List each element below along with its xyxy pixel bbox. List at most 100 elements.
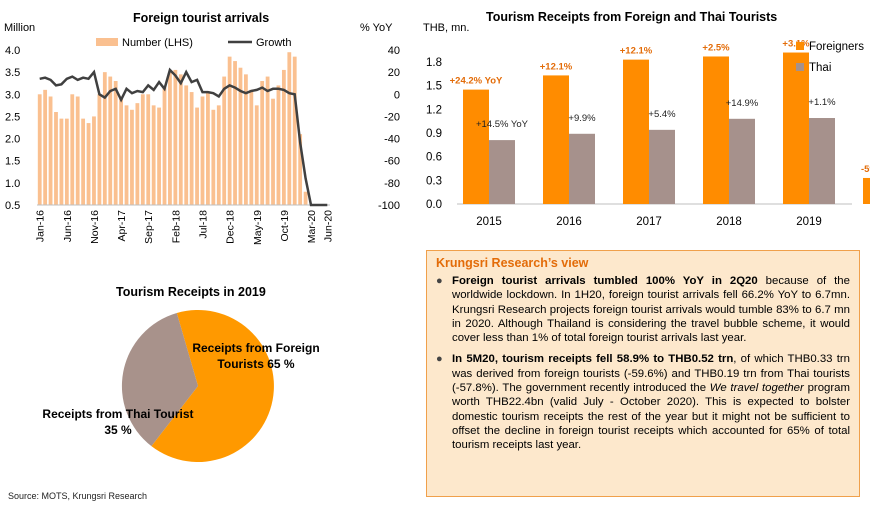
foreigners-bar	[463, 89, 489, 204]
growth-line	[39, 67, 328, 207]
x-tick-label: 2016	[556, 216, 582, 228]
right-tick-label: -60	[384, 156, 400, 168]
arrivals-bar	[140, 94, 145, 205]
foreigners-bar	[703, 56, 729, 204]
arrivals-bar	[178, 74, 183, 205]
left-tick-label: 3.0	[5, 89, 20, 101]
y-axis-unit: THB, mn.	[423, 22, 469, 34]
arrivals-bar	[271, 98, 275, 205]
left-tick-label: 0.5	[5, 200, 20, 212]
bullet-bold: In 5M20, tourism receipts fell 58.9% to …	[452, 353, 734, 366]
bullet-rest: , of which THB0.33 trn was derived from …	[452, 353, 851, 395]
legend-foreigners-label: Foreigners	[809, 41, 864, 53]
arrivals-bar	[135, 103, 140, 205]
thai-data-label: +14.5% YoY	[476, 119, 529, 130]
arrivals-bar	[287, 52, 292, 205]
bullet-rest: because of the worldwide lockdown. In 1H…	[452, 275, 850, 345]
foreigners-bar	[543, 75, 569, 205]
x-tick-label: Dec-18	[225, 210, 237, 244]
x-tick-label: Jun-16	[62, 210, 74, 242]
bullet-text: In 5M20, tourism receipts fell 58.9% to …	[452, 352, 850, 452]
foreigners-data-label: +24.2% YoY	[450, 76, 503, 87]
arrivals-bar	[86, 123, 91, 205]
foreigners-data-label: -59.6%	[861, 164, 870, 175]
right-tick-label: -40	[384, 134, 400, 146]
left-tick-label: 4.0	[5, 45, 20, 57]
right-tick-label: 0	[394, 89, 400, 101]
thai-bar	[569, 133, 595, 204]
foreigners-data-label: +12.1%	[540, 61, 573, 72]
x-tick-label: 2018	[716, 216, 742, 228]
y-tick-label: 0.3	[426, 175, 442, 187]
view-bullet: ● Foreign tourist arrivals tumbled 100% …	[436, 274, 850, 345]
x-tick-label: Apr-17	[116, 210, 128, 242]
legend-number-swatch	[96, 38, 118, 46]
arrivals-bar	[254, 105, 259, 205]
arrivals-bar	[265, 76, 270, 205]
y-tick-label: 1.8	[426, 57, 442, 69]
arrivals-bar	[64, 118, 69, 205]
left-tick-label: 2.0	[5, 134, 20, 146]
x-tick-label: May-19	[252, 210, 264, 245]
thai-data-label: +1.1%	[808, 97, 836, 108]
arrivals-bar	[97, 94, 102, 205]
legend-foreigners-swatch	[796, 42, 804, 50]
y-tick-label: 1.5	[426, 81, 442, 93]
arrivals-bar	[102, 72, 107, 206]
arrivals-bar	[92, 116, 96, 205]
x-tick-label: Oct-19	[279, 210, 291, 242]
arrivals-bar	[303, 191, 308, 205]
arrivals-chart-title: Foreign tourist arrivals	[133, 11, 270, 25]
x-tick-label: Jun-20	[322, 210, 334, 242]
arrivals-bar	[260, 81, 265, 205]
arrivals-bar	[292, 56, 297, 206]
x-tick-label: 2015	[476, 216, 502, 228]
thai-data-label: +9.9%	[568, 113, 596, 124]
arrivals-bar	[113, 81, 118, 205]
arrivals-bar	[146, 94, 151, 205]
bullet-text: Foreign tourist arrivals tumbled 100% Yo…	[452, 274, 850, 345]
thai-bar	[649, 129, 675, 204]
pie-label-foreign: Receipts from Foreign	[192, 341, 319, 355]
thai-data-label: +5.4%	[648, 109, 676, 120]
thai-bar	[489, 140, 515, 204]
right-tick-label: 20	[388, 67, 400, 79]
right-tick-label: -100	[378, 200, 400, 212]
arrivals-bar	[276, 85, 281, 205]
arrivals-bar	[108, 76, 113, 205]
foreigners-bar	[623, 59, 649, 205]
arrivals-bar	[189, 92, 194, 205]
foreigners-data-label: +2.5%	[702, 42, 730, 53]
pie-label-thai: Receipts from Thai Tourist	[42, 407, 193, 421]
thai-bar	[809, 118, 835, 204]
arrivals-bar	[75, 96, 80, 205]
pie-slice-thai	[121, 313, 198, 447]
arrivals-bar	[162, 87, 167, 205]
x-tick-label: Nov-16	[89, 210, 101, 244]
left-tick-label: 2.5	[5, 111, 20, 123]
x-tick-label: Feb-18	[170, 210, 182, 243]
left-tick-label: 3.5	[5, 67, 20, 79]
legend-thai-swatch	[796, 63, 804, 71]
pie-label-foreign-value: Tourists 65 %	[217, 357, 294, 371]
arrivals-bar	[157, 107, 161, 205]
right-tick-label: -20	[384, 111, 400, 123]
x-tick-label: Mar-20	[306, 210, 318, 243]
arrivals-bar	[70, 94, 75, 205]
arrivals-bar	[233, 61, 237, 206]
x-tick-label: Jan-16	[35, 210, 47, 242]
legend-thai-label: Thai	[809, 62, 831, 74]
arrivals-bar	[238, 67, 243, 205]
right-axis-unit: % YoY	[360, 22, 393, 34]
bullet-dot: ●	[436, 275, 443, 287]
arrivals-bar	[243, 74, 248, 205]
x-tick-label: Jul-18	[197, 210, 209, 239]
left-tick-label: 1.0	[5, 178, 20, 190]
arrivals-bar	[206, 92, 210, 205]
arrivals-bar	[59, 118, 64, 205]
arrivals-bar	[119, 96, 124, 205]
arrivals-bar	[298, 134, 303, 205]
pie-chart: Receipts from Foreign Tourists 65 % Receip…	[42, 310, 320, 463]
foreigners-bar	[863, 177, 870, 204]
bullet-italic: We travel together	[709, 382, 804, 395]
